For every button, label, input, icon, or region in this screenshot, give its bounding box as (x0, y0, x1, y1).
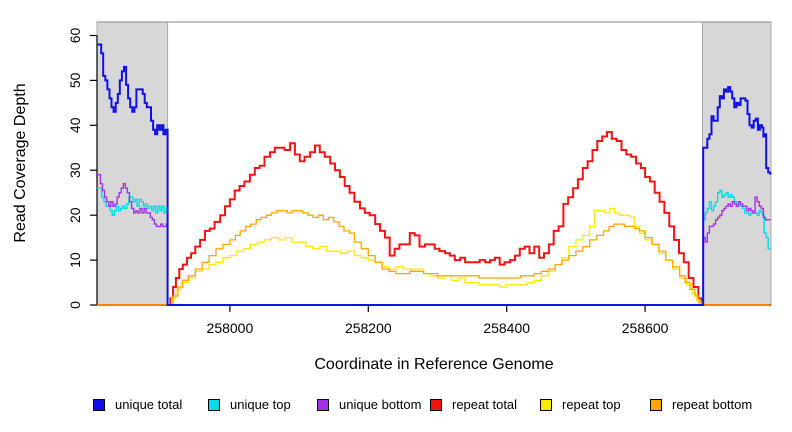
y-tick-label: 60 (67, 28, 83, 44)
y-tick-label: 10 (67, 252, 83, 268)
shaded-region-left-repeat-flank (96, 21, 169, 306)
series-line-unique-total (97, 43, 772, 306)
y-tick-label: 30 (67, 162, 83, 178)
series-line-unique-bottom (97, 174, 771, 306)
series-line-repeat-bottom (97, 210, 771, 306)
y-tick-label: 0 (67, 301, 83, 309)
y-tick-label: 50 (67, 72, 83, 88)
x-tick-label: 258600 (622, 320, 669, 336)
y-axis-title: Read Coverage Depth (12, 83, 29, 243)
x-axis-title: Coordinate in Reference Genome (314, 356, 554, 373)
x-tick-label: 258400 (483, 320, 530, 336)
shaded-region-right-repeat-flank (702, 21, 772, 306)
y-tick-label: 40 (67, 117, 83, 133)
series-line-repeat-total (97, 131, 771, 306)
x-tick-label: 258000 (207, 320, 254, 336)
y-tick-label: 20 (67, 207, 83, 223)
series-line-repeat-top (97, 207, 771, 306)
x-tick-label: 258200 (345, 320, 392, 336)
